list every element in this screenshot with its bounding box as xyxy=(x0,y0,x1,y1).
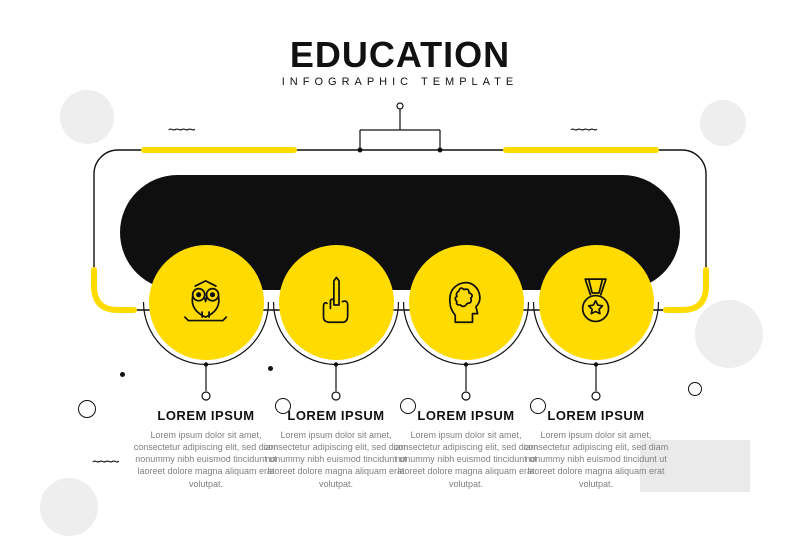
step-icon-circle xyxy=(149,245,264,360)
step-body: Lorem ipsum dolor sit amet, consectetur … xyxy=(391,429,541,490)
hand-pencil-icon xyxy=(279,245,394,360)
step-title: LOREM IPSUM xyxy=(391,408,541,423)
step-title: LOREM IPSUM xyxy=(261,408,411,423)
medal-icon xyxy=(539,245,654,360)
step-column: LOREM IPSUM Lorem ipsum dolor sit amet, c… xyxy=(521,408,671,490)
step-body: Lorem ipsum dolor sit amet, consectetur … xyxy=(131,429,281,490)
step-icon-circle xyxy=(539,245,654,360)
brain-head-icon xyxy=(409,245,524,360)
step-column: LOREM IPSUM Lorem ipsum dolor sit amet, c… xyxy=(131,408,281,490)
step-column: LOREM IPSUM Lorem ipsum dolor sit amet, c… xyxy=(261,408,411,490)
step-title: LOREM IPSUM xyxy=(131,408,281,423)
infographic-stage: EDUCATION INFOGRAPHIC TEMPLATE ~~~~~~~~~… xyxy=(0,0,800,556)
step-body: Lorem ipsum dolor sit amet, consectetur … xyxy=(261,429,411,490)
ring-deco xyxy=(78,400,96,418)
dot-deco xyxy=(120,372,125,377)
owl-icon xyxy=(149,245,264,360)
step-body: Lorem ipsum dolor sit amet, consectetur … xyxy=(521,429,671,490)
step-icon-circle xyxy=(279,245,394,360)
dot-deco xyxy=(268,366,273,371)
ring-deco xyxy=(688,382,702,396)
step-column: LOREM IPSUM Lorem ipsum dolor sit amet, c… xyxy=(391,408,541,490)
step-icon-circle xyxy=(409,245,524,360)
step-title: LOREM IPSUM xyxy=(521,408,671,423)
